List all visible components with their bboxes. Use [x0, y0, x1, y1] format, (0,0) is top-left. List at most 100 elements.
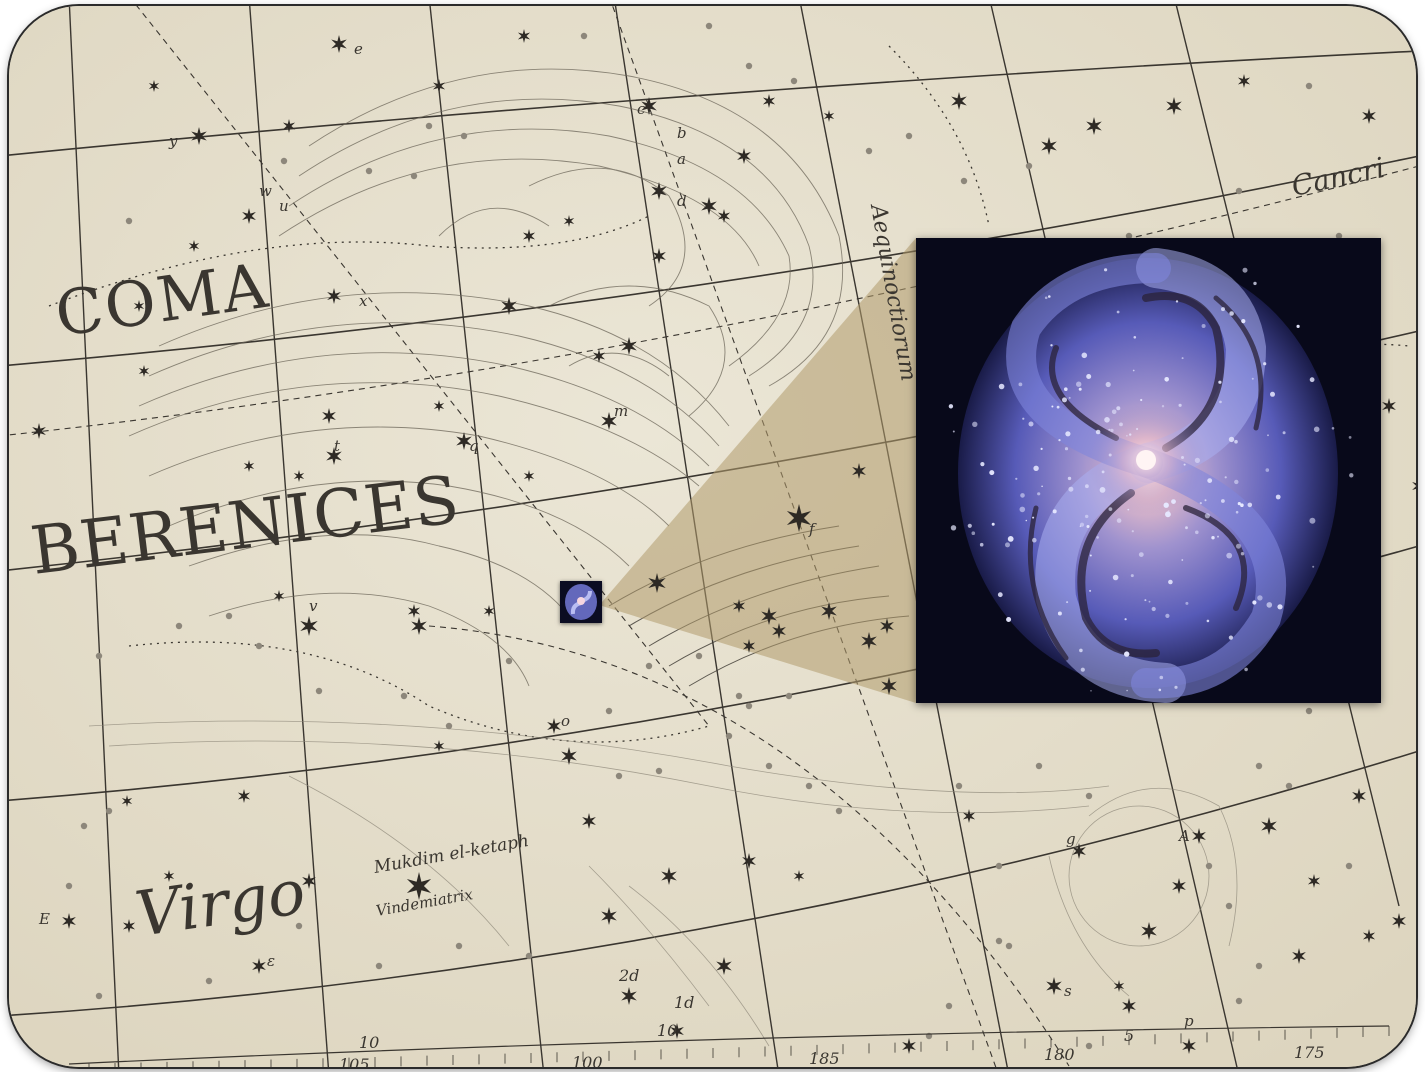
star-symbol — [1292, 948, 1306, 964]
faint-star — [805, 782, 813, 790]
star-symbol — [621, 337, 637, 355]
star-cluster-dot — [1165, 511, 1171, 518]
galaxy-thumbnail-svg — [560, 581, 602, 623]
small-label-1: 10 — [359, 1033, 379, 1052]
star-symbol — [701, 197, 717, 215]
star-symbol — [1362, 929, 1376, 943]
faint-star — [295, 922, 303, 930]
star-symbol — [523, 470, 535, 482]
star-cluster-dot — [1129, 433, 1132, 436]
star-cluster-dot — [1112, 574, 1119, 581]
star-symbol — [561, 747, 577, 765]
faint-star — [725, 732, 733, 740]
faint-star — [95, 992, 103, 1000]
star-cluster-dot — [1126, 689, 1128, 692]
star-cluster-dot — [1241, 319, 1246, 324]
star-symbol — [1172, 878, 1186, 894]
star-symbol — [1392, 913, 1406, 929]
star-cluster-dot — [1015, 477, 1018, 480]
star-cluster-dot — [948, 404, 954, 409]
faint-star — [95, 652, 103, 660]
star-cluster-dot — [1108, 428, 1111, 431]
star-cluster-dot — [1108, 507, 1113, 511]
faint-star — [460, 132, 468, 140]
faint-star — [1125, 232, 1133, 240]
star-symbol — [742, 853, 756, 869]
star-symbol — [331, 35, 347, 53]
small-label-5: 1d — [674, 993, 694, 1012]
faint-star — [1225, 902, 1233, 910]
star-symbol — [282, 119, 296, 133]
star-cluster-dot — [1033, 465, 1039, 471]
star-symbol — [1141, 922, 1157, 940]
faint-star — [410, 172, 418, 180]
star-cluster-dot — [1124, 651, 1130, 657]
star-cluster-dot — [997, 592, 1003, 598]
degree-175: 175 — [1294, 1043, 1325, 1062]
faint-star — [1305, 707, 1313, 715]
star-cluster-dot — [1236, 543, 1241, 549]
star-cluster-dot — [1270, 391, 1275, 397]
star-cluster-dot — [1348, 436, 1352, 439]
star-symbol — [951, 92, 967, 110]
star-cluster-dot — [1066, 601, 1069, 604]
star-symbol — [772, 623, 786, 639]
star-cluster-dot — [1195, 530, 1199, 535]
star-letter-label: a — [677, 150, 686, 168]
star-symbol — [1362, 108, 1376, 124]
faint-star — [65, 882, 73, 890]
star-cluster-dot — [1251, 377, 1254, 380]
star-cluster-dot — [1237, 502, 1241, 506]
star-symbol — [1382, 398, 1396, 414]
degree-105: 105 — [339, 1055, 370, 1067]
faint-star — [1235, 997, 1243, 1005]
faint-star — [1085, 792, 1093, 800]
star-cluster-dot — [1204, 513, 1210, 519]
galaxy-star-clusters — [948, 267, 1354, 692]
star-cluster-dot — [1309, 517, 1316, 524]
star-symbol — [326, 447, 342, 465]
star-cluster-dot — [1105, 381, 1111, 388]
star-cluster-dot — [1057, 611, 1062, 616]
galaxy-inset-image — [916, 238, 1381, 703]
star-letter-label: t — [334, 437, 341, 455]
star-cluster-dot — [1108, 453, 1112, 457]
faint-star — [175, 622, 183, 630]
faint-star — [400, 692, 408, 700]
star-cluster-dot — [1062, 397, 1067, 403]
star-cluster-dot — [1041, 485, 1043, 488]
star-cluster-dot — [1309, 377, 1315, 383]
star-cluster-dot — [979, 542, 984, 547]
faint-star — [960, 177, 968, 185]
star-symbol — [62, 913, 76, 929]
faint-star — [905, 132, 913, 140]
star-cluster-dot — [1194, 457, 1200, 463]
star-cluster-dot — [1240, 503, 1244, 508]
star-symbol — [322, 408, 336, 424]
star-symbol — [32, 423, 46, 439]
galaxy-thumbnail — [560, 581, 602, 623]
faint-star — [255, 642, 263, 650]
star-cluster-dot — [1266, 602, 1273, 608]
star-symbol — [327, 288, 341, 304]
star-cluster-dot — [1240, 552, 1245, 556]
star-cluster-dot — [1185, 526, 1188, 530]
star-symbol — [133, 300, 145, 312]
star-cluster-dot — [1090, 690, 1092, 692]
star-symbol — [786, 504, 812, 532]
star-cluster-dot — [1136, 427, 1139, 431]
star-letter-label: e — [354, 40, 363, 58]
star-cluster-dot — [1078, 387, 1082, 391]
star-cluster-dot — [1140, 398, 1143, 402]
faint-star — [1235, 187, 1243, 195]
faint-star — [315, 687, 323, 695]
faint-star — [580, 32, 588, 40]
star-cluster-dot — [1018, 382, 1023, 387]
star-cluster-dot — [1085, 484, 1089, 489]
star-cluster-dot — [1148, 600, 1151, 603]
star-cluster-dot — [971, 531, 976, 535]
star-cluster-dot — [1331, 427, 1335, 430]
star-cluster-dot — [1207, 478, 1213, 483]
star-cluster-dot — [1037, 492, 1041, 496]
star-cluster-dot — [1228, 635, 1233, 640]
